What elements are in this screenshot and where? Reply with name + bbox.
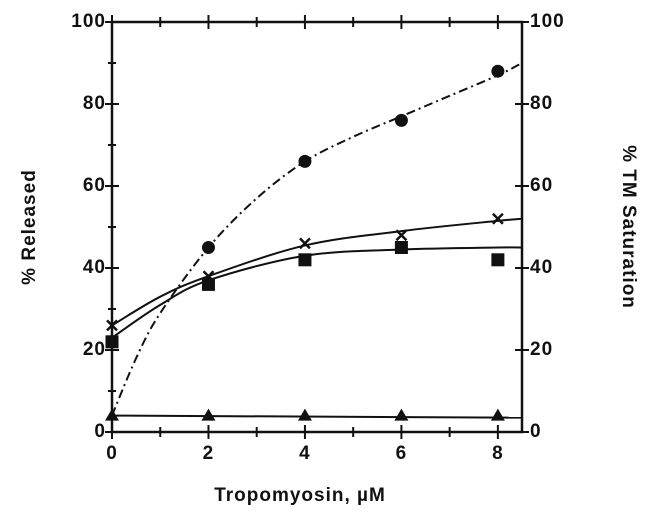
point-circle — [394, 113, 408, 127]
point-circle — [298, 154, 312, 168]
y-tick-label: 60 — [83, 175, 106, 196]
x-tick-label: 4 — [299, 443, 311, 464]
y-tick-label: 40 — [83, 257, 106, 278]
point-square — [201, 277, 215, 291]
y-axis-label: % Released — [19, 169, 40, 285]
fit-curve — [111, 217, 523, 327]
point-circle — [491, 64, 505, 78]
x-tick-label: 8 — [492, 443, 504, 464]
x-tick-label: 2 — [203, 443, 215, 464]
point-triangle — [490, 408, 505, 421]
point-cross — [395, 229, 408, 242]
point-square — [298, 253, 312, 267]
y2-axis-label: % TM Saturation — [618, 145, 639, 309]
point-triangle — [394, 408, 409, 421]
y2-tick-label: 20 — [530, 339, 553, 360]
y-tick-label: 100 — [71, 11, 106, 32]
point-triangle — [297, 408, 312, 421]
y2-tick-label: 60 — [530, 175, 553, 196]
x-axis-label: Tropomyosin, µM — [214, 485, 386, 506]
x-tick-label: 0 — [106, 443, 118, 464]
plot-frame — [110, 20, 524, 434]
y2-tick-label: 0 — [530, 421, 542, 442]
y-tick-label: 20 — [83, 339, 106, 360]
point-triangle — [105, 408, 119, 421]
point-cross — [299, 237, 311, 250]
y2-tick-label: 100 — [530, 11, 565, 32]
point-square — [491, 253, 505, 267]
point-square — [105, 335, 119, 349]
y-tick-label: 0 — [94, 421, 106, 442]
fit-curve — [111, 62, 523, 416]
point-square — [394, 241, 408, 254]
fit-curve — [111, 414, 523, 419]
point-triangle — [201, 408, 216, 421]
y2-tick-label: 80 — [530, 93, 553, 114]
y2-tick-label: 40 — [530, 257, 553, 278]
point-cross — [106, 319, 118, 332]
y-tick-label: 80 — [83, 93, 106, 114]
x-tick-label: 6 — [396, 443, 408, 464]
point-cross — [491, 212, 504, 225]
point-circle — [201, 241, 215, 254]
